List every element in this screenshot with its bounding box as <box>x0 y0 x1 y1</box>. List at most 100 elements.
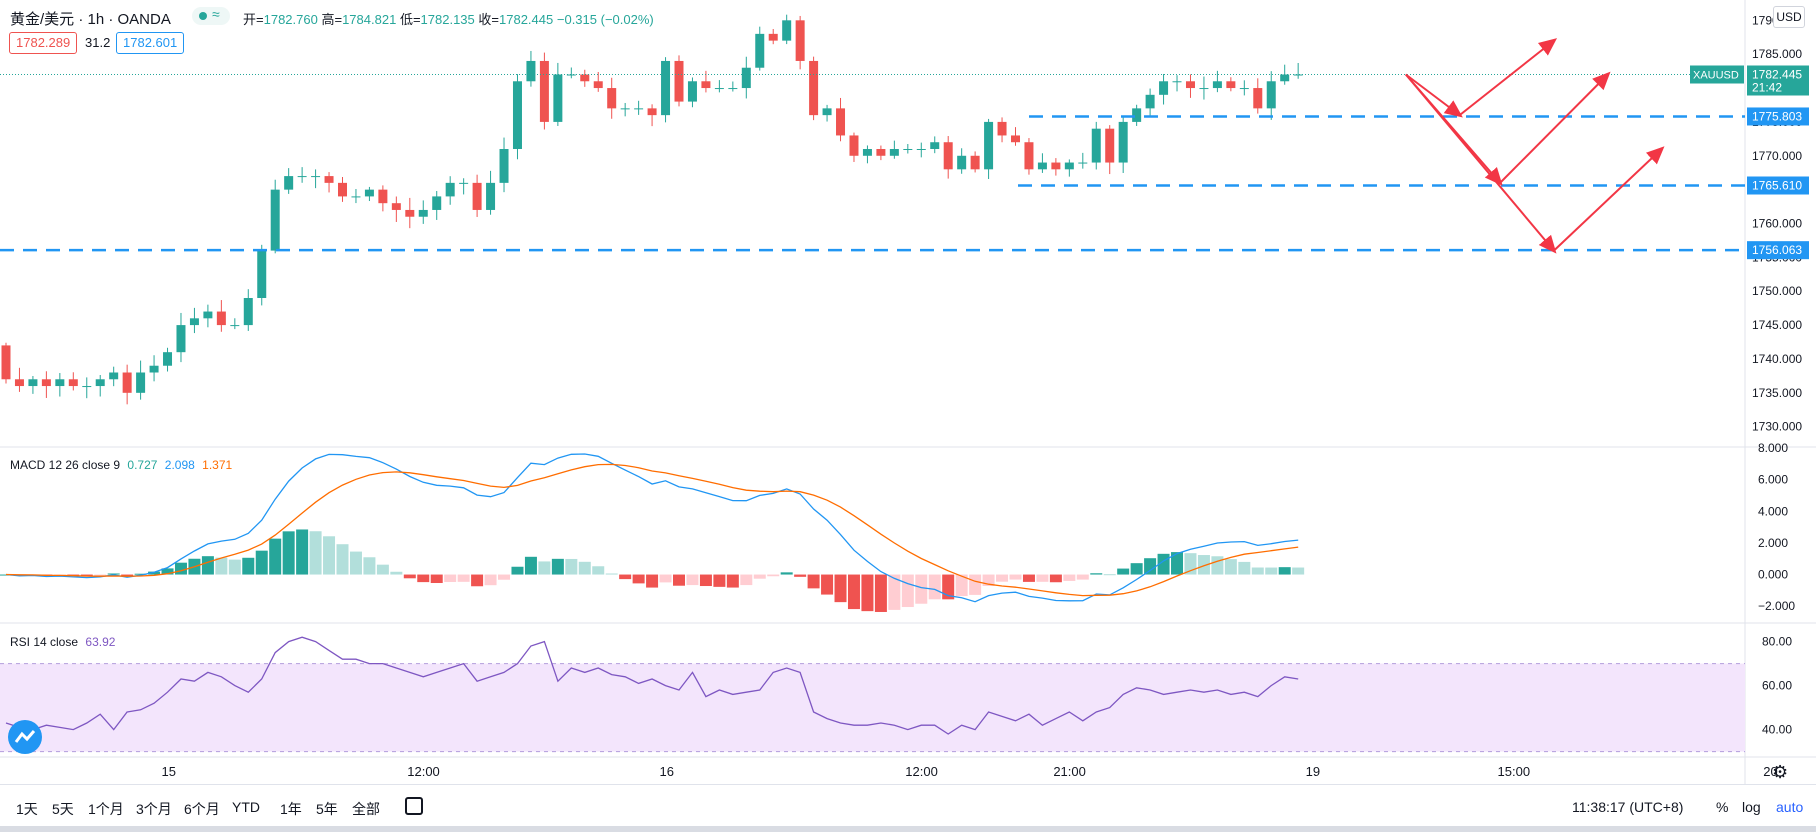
candle-body <box>687 81 697 102</box>
macd-histogram-bar <box>1251 567 1264 575</box>
timeframe-button[interactable]: 6个月 <box>184 801 220 817</box>
market-status-pill[interactable]: ≈ <box>192 6 230 25</box>
candle-body <box>95 379 105 387</box>
macd-histogram-bar <box>1171 552 1184 575</box>
macd-tick-label: −2.000 <box>1758 599 1795 613</box>
goto-date-icon[interactable] <box>405 797 423 815</box>
candle-body <box>499 149 509 183</box>
candle-body <box>1293 74 1303 76</box>
price-tick-label: 1770.000 <box>1752 149 1802 163</box>
candle-body <box>836 108 846 136</box>
time-tick-label: 15 <box>162 764 176 779</box>
candle-body <box>109 372 119 380</box>
last-price-tag-bg <box>1747 65 1809 96</box>
macd-histogram-bar <box>121 574 134 576</box>
macd-histogram-bar <box>309 531 322 575</box>
macd-histogram-bar <box>376 564 389 575</box>
price-tick-label: 1760.000 <box>1752 217 1802 231</box>
macd-signal-value: 1.371 <box>202 458 233 472</box>
grid <box>0 0 1816 784</box>
log-toggle[interactable]: log <box>1742 799 1761 815</box>
macd-line-value: 2.098 <box>164 458 195 472</box>
macd-legend[interactable]: MACD 12 26 close 9 0.727 2.098 1.371 <box>10 458 233 472</box>
macd-histogram-bar <box>1117 568 1130 575</box>
candle-body <box>1199 88 1209 90</box>
macd-histogram-bar <box>578 561 591 575</box>
candle-body <box>943 142 953 170</box>
timeframe-button[interactable]: 3个月 <box>136 801 172 817</box>
candle-body <box>930 142 940 149</box>
timeframe-button[interactable]: 全部 <box>352 801 380 817</box>
macd-histogram-bar <box>928 574 941 600</box>
axis-settings-gear-icon[interactable]: ⚙ <box>1772 762 1789 782</box>
macd-histogram-bar <box>780 572 793 575</box>
time-tick-label: 19 <box>1306 764 1320 779</box>
macd-histogram-bar <box>1130 563 1143 575</box>
timeframe-button[interactable]: 1天 <box>16 801 38 817</box>
timeframe-button[interactable]: 5天 <box>52 801 74 817</box>
candle-body <box>1051 162 1061 170</box>
price-tick-label: 1730.000 <box>1752 420 1802 434</box>
candle-body <box>647 108 657 116</box>
macd-histogram-bar <box>174 562 187 575</box>
candle-body <box>230 325 240 327</box>
macd-histogram-bar <box>982 574 995 586</box>
timeframe-button[interactable]: 1个月 <box>88 801 124 817</box>
rsi-tick-label: 40.00 <box>1762 723 1792 737</box>
candle-body <box>984 121 994 170</box>
candle-body <box>674 60 684 102</box>
percent-toggle[interactable]: % <box>1716 799 1729 815</box>
macd-histogram-bar <box>403 574 416 579</box>
projection-arrow <box>1405 73 1463 118</box>
macd-histogram-bar <box>686 574 699 586</box>
candle-body <box>486 182 496 210</box>
candle-body <box>257 250 267 298</box>
candle-body <box>28 379 38 387</box>
level-tag-text: 1756.063 <box>1752 243 1802 257</box>
macd-histogram-bar <box>80 574 93 577</box>
projection-arrow <box>1459 38 1558 116</box>
countdown-text: 21:42 <box>1752 81 1782 95</box>
macd-histogram-bar <box>1197 555 1210 575</box>
price-tick-label: 1740.000 <box>1752 352 1802 366</box>
projection-arrows <box>1405 38 1665 254</box>
macd-histogram-bar <box>1076 574 1089 580</box>
timeframe-button[interactable]: 5年 <box>316 801 338 817</box>
chart-logo-icon[interactable] <box>8 720 42 754</box>
macd-histogram-bar <box>417 574 430 583</box>
currency-button[interactable]: USD <box>1773 6 1805 28</box>
macd-histogram-bar <box>767 574 780 577</box>
macd-tick-label: 2.000 <box>1758 536 1788 550</box>
timeframe-button[interactable]: YTD <box>232 799 260 815</box>
symbol-title[interactable]: 黄金/美元 · 1h · OANDA <box>10 11 171 28</box>
chart-canvas[interactable]: 1730.000 1735.000 1740.000 1745.000 1750.000… <box>0 0 1816 784</box>
macd-histogram-bar <box>498 574 511 580</box>
macd-line <box>5 453 1299 603</box>
bid-badge[interactable]: 1782.289 <box>9 32 78 54</box>
macd-histogram-bar <box>323 536 336 575</box>
candle-body <box>324 176 334 183</box>
candle-body <box>216 311 226 326</box>
macd-histogram-bar <box>794 574 807 577</box>
clock-readout[interactable]: 11:38:17 (UTC+8) <box>1572 799 1684 815</box>
macd-histogram-bar <box>821 574 834 595</box>
level-tag-bg <box>1747 241 1809 260</box>
price-tick-label: 1745.000 <box>1752 318 1802 332</box>
macd-histogram-bar <box>363 557 376 575</box>
timeframe-button[interactable]: 1年 <box>280 801 302 817</box>
candle-body <box>822 108 832 116</box>
rsi-line <box>5 636 1299 735</box>
horizontal-scrollbar[interactable] <box>0 826 1816 832</box>
macd-histogram-bar <box>699 574 712 587</box>
ask-badge[interactable]: 1782.601 <box>116 32 185 54</box>
macd-histogram-bar <box>592 566 605 575</box>
macd-histogram-bar <box>1063 574 1076 581</box>
candle-body <box>351 196 361 198</box>
candle-body <box>136 372 146 393</box>
candle-body <box>768 33 778 41</box>
rsi-legend[interactable]: RSI 14 close 63.92 <box>10 635 116 649</box>
auto-toggle[interactable]: auto <box>1776 799 1804 815</box>
candle-body <box>741 67 751 89</box>
candle-body <box>41 379 51 387</box>
